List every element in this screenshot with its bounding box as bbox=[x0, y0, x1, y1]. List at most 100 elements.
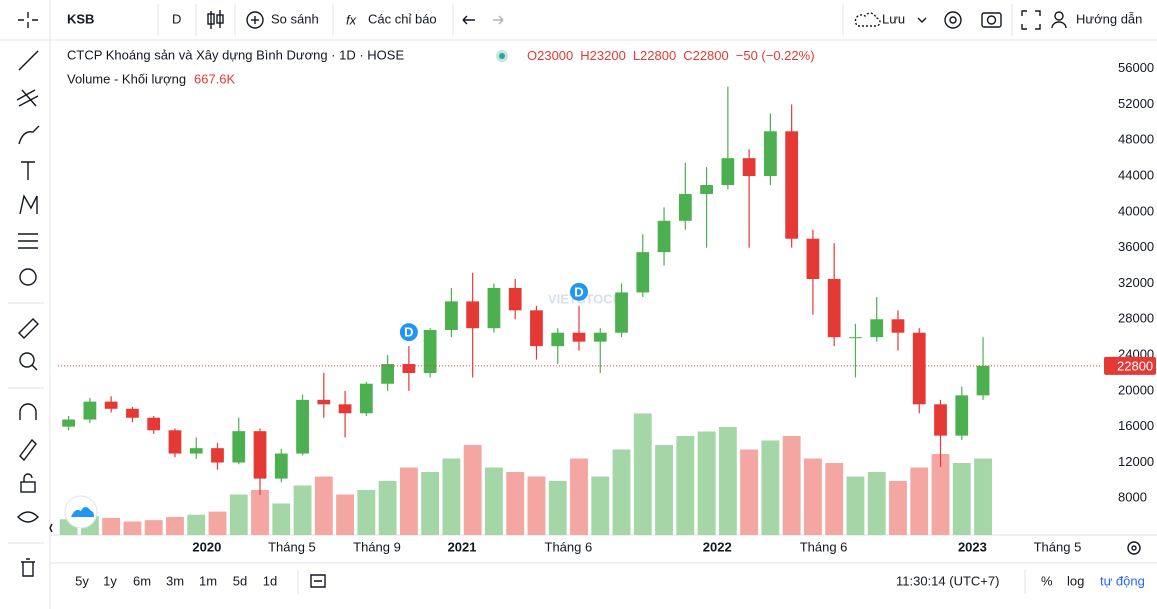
candle-body bbox=[721, 158, 735, 186]
log-toggle[interactable]: log bbox=[1067, 573, 1084, 588]
range-button[interactable]: 5y bbox=[75, 573, 89, 588]
candle-body bbox=[466, 301, 480, 329]
candle-body bbox=[168, 430, 182, 454]
magnet-tool[interactable] bbox=[19, 403, 37, 420]
candle-body bbox=[912, 332, 926, 405]
volume-bar bbox=[485, 467, 503, 535]
volume-bar bbox=[102, 517, 121, 535]
volume-last: 667.6K bbox=[194, 71, 236, 86]
volume-bar bbox=[251, 490, 269, 535]
lock-tool[interactable] bbox=[20, 473, 36, 493]
ruler-tool[interactable] bbox=[18, 318, 39, 339]
delete-tool[interactable] bbox=[21, 558, 35, 577]
zoom-tool[interactable] bbox=[19, 352, 38, 371]
candle-body bbox=[274, 453, 288, 479]
help[interactable]: Hướng dẫn bbox=[1076, 11, 1142, 26]
brush-tool[interactable] bbox=[18, 125, 40, 145]
visibility-tool[interactable] bbox=[17, 511, 39, 523]
pitchfork-tool[interactable] bbox=[16, 89, 39, 107]
range-button[interactable]: 3m bbox=[166, 573, 184, 588]
range-button[interactable]: 1d bbox=[263, 573, 277, 588]
auto-toggle[interactable]: tự động bbox=[1100, 573, 1145, 588]
volume-bar bbox=[761, 440, 780, 535]
ohlc-legend: O23000 H23200 L22800 C22800 −50 (−0.22%) bbox=[527, 48, 815, 63]
y-tick-label: 16000 bbox=[1118, 418, 1154, 433]
x-tick-label: Tháng 9 bbox=[353, 539, 401, 554]
candle-body bbox=[317, 399, 331, 405]
help-icon[interactable] bbox=[1051, 11, 1067, 29]
candle-body bbox=[806, 238, 820, 279]
volume-bar bbox=[782, 436, 801, 535]
candle-body bbox=[572, 332, 586, 342]
y-tick-label: 52000 bbox=[1118, 96, 1154, 111]
candle-body bbox=[508, 287, 522, 311]
collapse-arrow[interactable] bbox=[49, 523, 53, 533]
volume-bar bbox=[506, 472, 525, 535]
cloud-icon[interactable] bbox=[854, 12, 881, 27]
volume-bar bbox=[314, 476, 333, 535]
fx-icon[interactable]: fx bbox=[346, 12, 357, 27]
volume-bar bbox=[633, 413, 652, 535]
candle-body bbox=[126, 408, 139, 418]
candle-body bbox=[296, 399, 309, 454]
compare[interactable]: So sánh bbox=[271, 11, 319, 26]
redo-icon[interactable] bbox=[493, 15, 504, 25]
fib-tool[interactable] bbox=[18, 233, 38, 249]
candle-type-icon[interactable] bbox=[207, 10, 224, 29]
candle-body bbox=[338, 404, 352, 414]
volume-bar bbox=[910, 467, 929, 535]
range-button[interactable]: 1y bbox=[103, 573, 117, 588]
compare-icon[interactable] bbox=[246, 11, 264, 29]
volume-bar bbox=[399, 467, 418, 535]
volume-bar bbox=[123, 521, 142, 535]
candle-body bbox=[381, 364, 394, 384]
save-menu[interactable] bbox=[917, 17, 927, 23]
range-button[interactable]: 1m bbox=[199, 573, 217, 588]
percent-toggle[interactable]: % bbox=[1041, 573, 1053, 588]
snapshot-icon[interactable] bbox=[981, 12, 1002, 28]
volume-bar bbox=[166, 517, 184, 535]
indicators[interactable]: Các chỉ báo bbox=[368, 11, 437, 26]
settings-icon[interactable] bbox=[944, 11, 962, 29]
range-button[interactable]: 6m bbox=[133, 573, 151, 588]
lock-draw-tool[interactable] bbox=[19, 438, 37, 462]
ohlc-item: C22800 bbox=[683, 48, 729, 63]
x-tick-label: 2020 bbox=[192, 539, 221, 554]
logo-badge[interactable] bbox=[64, 495, 98, 529]
undo-icon[interactable] bbox=[462, 15, 475, 25]
symbol[interactable]: KSB bbox=[67, 11, 94, 26]
save[interactable]: Lưu bbox=[882, 11, 905, 26]
event-marker[interactable] bbox=[399, 323, 418, 342]
candle-body bbox=[657, 220, 671, 253]
drawing-tools bbox=[8, 12, 44, 577]
volume-bar bbox=[527, 476, 546, 535]
candle-body bbox=[530, 310, 543, 347]
candle-body bbox=[700, 185, 713, 194]
volume-bar bbox=[655, 445, 673, 535]
interval[interactable]: D bbox=[172, 11, 181, 26]
crosshair-tool[interactable] bbox=[18, 12, 38, 28]
event-label: D bbox=[404, 325, 413, 340]
pattern-tool[interactable] bbox=[19, 194, 38, 215]
text-tool[interactable] bbox=[21, 161, 35, 180]
date-range-icon[interactable] bbox=[310, 574, 326, 588]
x-tick-label: Tháng 5 bbox=[268, 539, 316, 554]
y-tick-label: 28000 bbox=[1118, 311, 1154, 326]
x-tick-label: 2022 bbox=[703, 539, 732, 554]
emoji-tool[interactable] bbox=[19, 268, 37, 286]
event-marker[interactable] bbox=[570, 282, 588, 301]
volume-bar bbox=[144, 520, 163, 535]
volume-bar bbox=[293, 485, 312, 535]
candle-body bbox=[104, 401, 118, 409]
range-button[interactable]: 5d bbox=[233, 573, 247, 588]
candle-body bbox=[976, 365, 990, 396]
trendline-tool[interactable] bbox=[18, 50, 39, 71]
candle-body bbox=[785, 131, 799, 239]
volume-bar bbox=[889, 481, 907, 535]
candle-body bbox=[593, 332, 607, 342]
fullscreen-icon[interactable] bbox=[1021, 10, 1041, 30]
volume-bar bbox=[229, 494, 248, 535]
volume-bar bbox=[952, 463, 971, 535]
axis-settings[interactable] bbox=[1127, 541, 1141, 555]
